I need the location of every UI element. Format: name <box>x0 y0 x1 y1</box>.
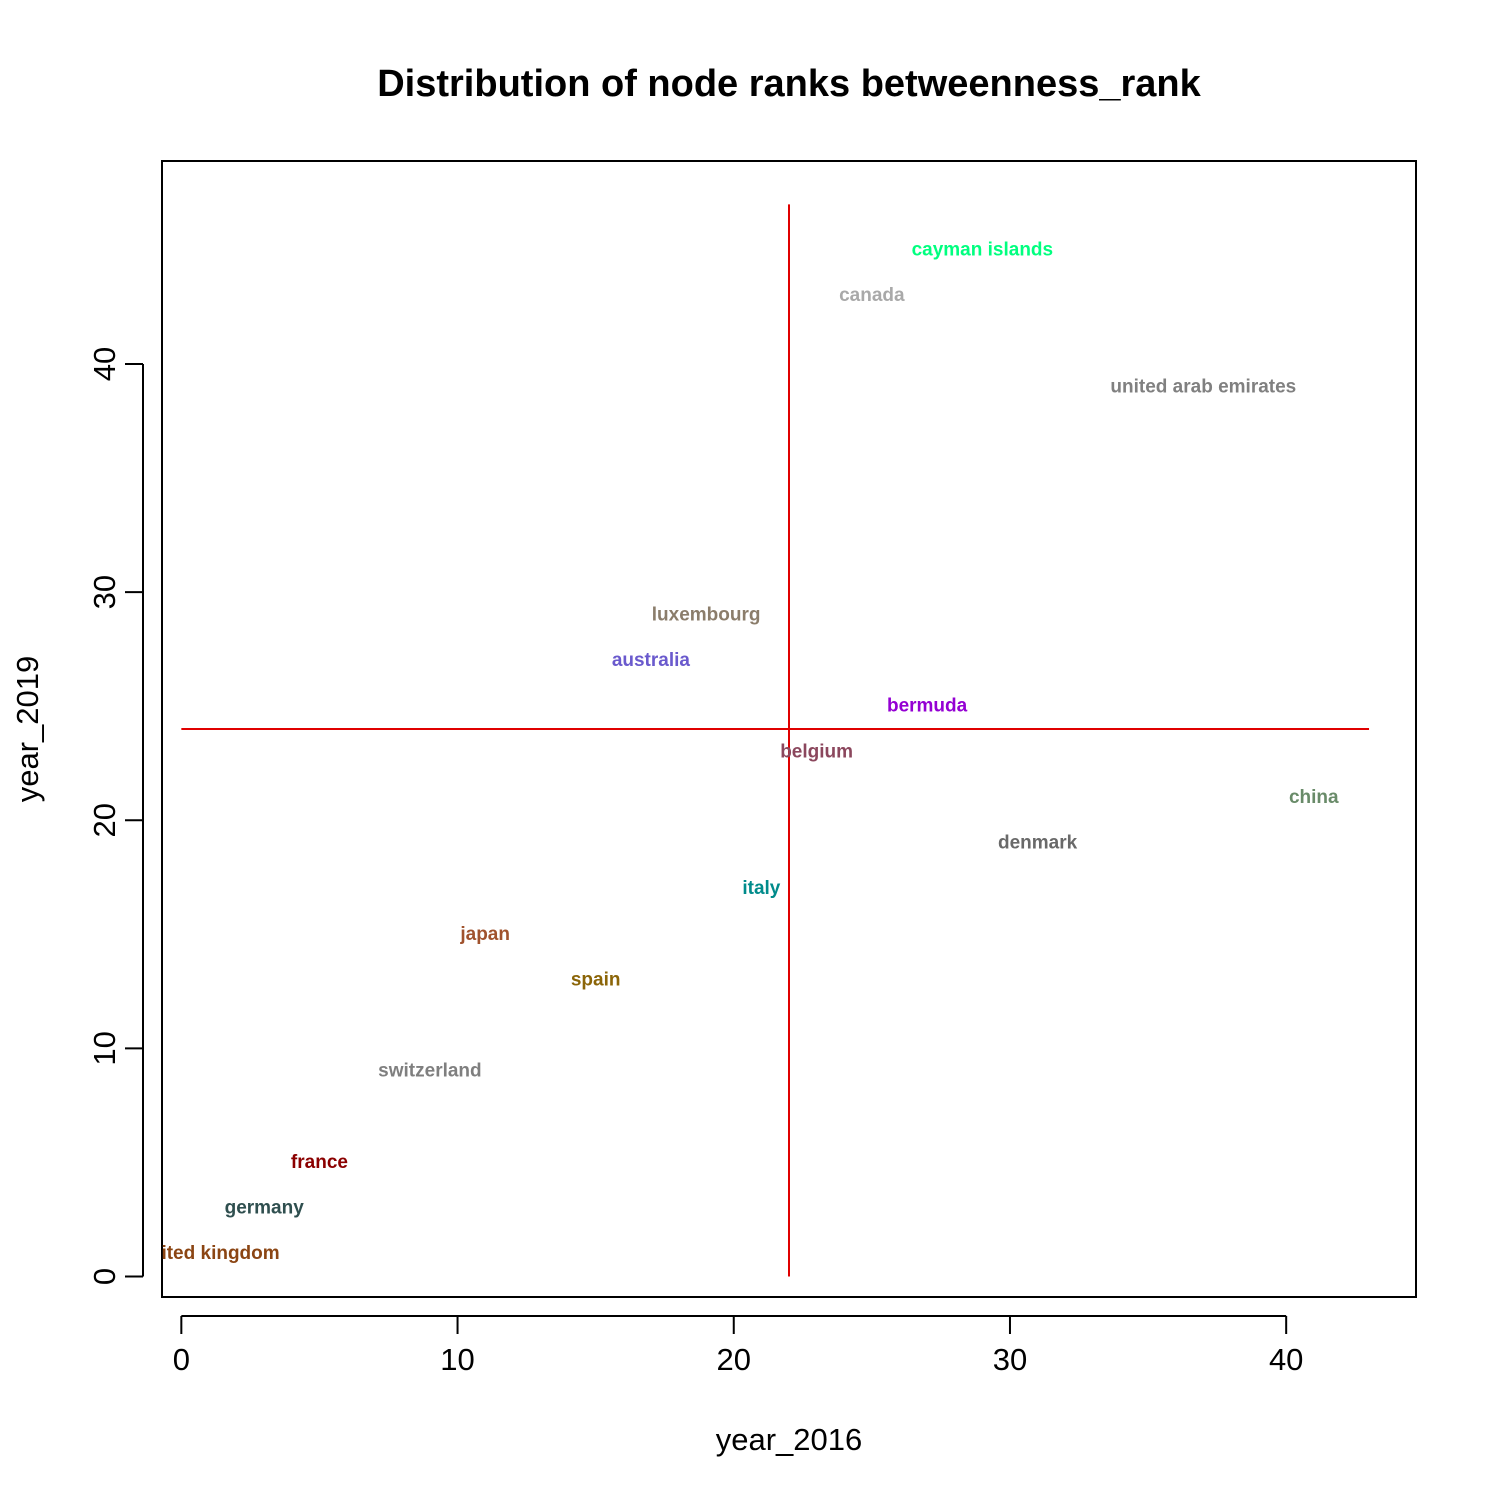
point-label: canada <box>839 285 905 306</box>
x-tick-label: 30 <box>993 1342 1027 1377</box>
y-tick-label: 30 <box>87 575 122 609</box>
point-label: italy <box>742 878 780 899</box>
reference-lines <box>181 204 1370 1277</box>
point-label: australia <box>612 650 691 671</box>
x-tick-label: 40 <box>1269 1342 1303 1377</box>
point-label: germany <box>225 1198 305 1219</box>
chart-title: Distribution of node ranks betweenness_r… <box>377 63 1201 105</box>
x-axis: 0 10 20 30 40 <box>173 1315 1303 1377</box>
x-tick-label: 10 <box>440 1342 474 1377</box>
point-label: belgium <box>780 741 853 762</box>
y-axis: 0 10 20 30 40 <box>87 347 144 1285</box>
point-label: bermuda <box>887 696 968 717</box>
y-tick-label: 40 <box>87 347 122 381</box>
point-label: denmark <box>998 833 1078 854</box>
point-label: switzerland <box>378 1061 481 1082</box>
y-tick-label: 0 <box>87 1268 122 1285</box>
x-axis-label: year_2016 <box>716 1422 863 1457</box>
point-labels: cayman islands canada united arab emirates… <box>138 239 1339 1264</box>
point-label: japan <box>459 924 510 945</box>
point-label: france <box>291 1152 348 1173</box>
x-tick-label: 20 <box>717 1342 751 1377</box>
point-label: united kingdom <box>138 1243 279 1264</box>
point-label: united arab emirates <box>1110 376 1296 397</box>
y-tick-label: 20 <box>87 803 122 837</box>
point-label: luxembourg <box>652 604 761 625</box>
point-label: spain <box>571 969 621 990</box>
point-label: china <box>1289 787 1339 808</box>
y-axis-label: year_2019 <box>10 656 45 803</box>
y-tick-label: 10 <box>87 1031 122 1065</box>
point-label: cayman islands <box>912 239 1054 260</box>
x-tick-label: 0 <box>173 1342 190 1377</box>
plot-frame <box>161 160 1417 1298</box>
